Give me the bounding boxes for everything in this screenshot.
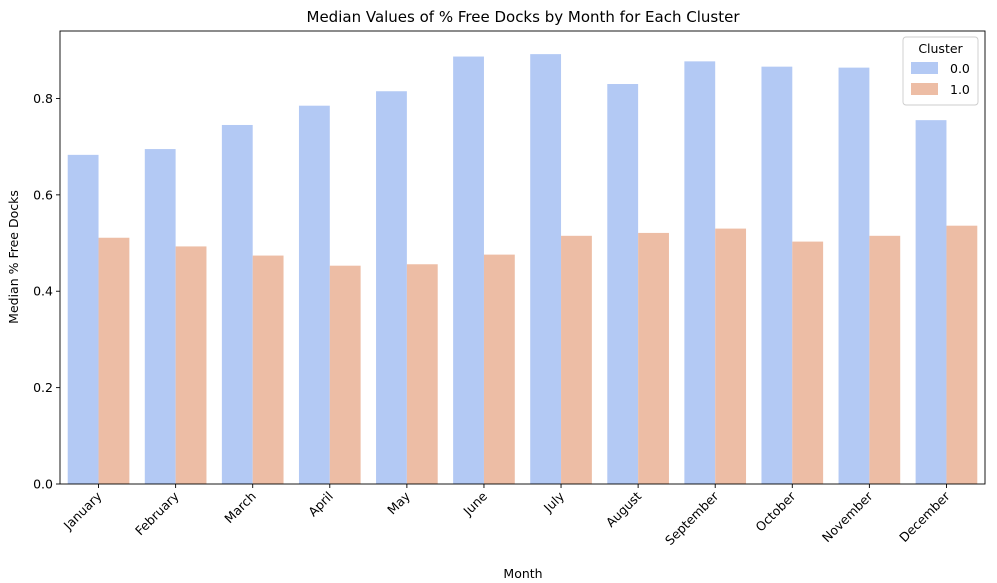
bar-march-cluster-1-0	[252, 255, 284, 484]
bar-june-cluster-0-0	[453, 56, 484, 484]
bar-november-cluster-1-0	[869, 235, 901, 484]
legend-swatch-cluster-0-0	[911, 62, 938, 74]
legend-title: Cluster	[918, 41, 963, 56]
bar-may-cluster-1-0	[406, 264, 438, 484]
x-tick-label: December	[896, 488, 953, 545]
bar-july-cluster-1-0	[561, 235, 592, 484]
bar-february-cluster-1-0	[175, 246, 207, 484]
bar-september-cluster-1-0	[715, 228, 747, 484]
bar-august-cluster-0-0	[607, 84, 639, 484]
x-tick-label: April	[305, 489, 336, 520]
bar-june-cluster-1-0	[483, 254, 515, 484]
bar-january-cluster-0-0	[67, 154, 99, 484]
legend-swatch-cluster-1-0	[911, 83, 938, 95]
chart-title: Median Values of % Free Docks by Month f…	[307, 8, 741, 26]
x-tick-label: July	[540, 488, 568, 516]
y-tick-label: 0.0	[33, 477, 53, 492]
x-tick-label: October	[752, 488, 799, 535]
legend: Cluster 0.0 1.0	[902, 36, 979, 106]
bar-november-cluster-0-0	[838, 67, 870, 484]
bar-january-cluster-1-0	[98, 237, 130, 484]
bar-december-cluster-0-0	[915, 120, 947, 485]
bar-february-cluster-0-0	[144, 149, 176, 484]
bar-july-cluster-0-0	[530, 54, 562, 484]
x-tick-label: March	[221, 489, 259, 527]
legend-label-cluster-1-0: 1.0	[950, 82, 970, 97]
bar-august-cluster-1-0	[638, 232, 669, 484]
x-tick-label: September	[662, 488, 722, 548]
bar-may-cluster-0-0	[376, 91, 407, 485]
bar-october-cluster-0-0	[761, 66, 793, 484]
bar-december-cluster-1-0	[946, 225, 978, 484]
bar-april-cluster-0-0	[298, 105, 330, 484]
x-tick-label: January	[60, 488, 105, 533]
x-tick-label: May	[384, 488, 413, 517]
plot-frame	[59, 30, 986, 485]
legend-label-cluster-0-0: 0.0	[950, 61, 970, 76]
x-tick-label: August	[603, 488, 645, 530]
bar-april-cluster-1-0	[329, 265, 361, 484]
x-tick-label: June	[460, 488, 491, 519]
x-tick-label: November	[819, 488, 876, 545]
bar-september-cluster-0-0	[684, 61, 716, 485]
y-tick-label: 0.6	[33, 187, 53, 202]
y-tick-label: 0.4	[33, 284, 53, 299]
plot-area: 0.0 0.2 0.4 0.6 0.8 January February March April…	[33, 30, 986, 548]
y-tick-label: 0.2	[33, 380, 53, 395]
y-tick-label: 0.8	[33, 91, 53, 106]
bar-october-cluster-1-0	[792, 241, 824, 484]
bar-march-cluster-0-0	[221, 124, 253, 484]
x-tick-label: February	[132, 488, 182, 538]
x-axis-label: Month	[503, 566, 542, 581]
y-axis-label: Median % Free Docks	[6, 190, 21, 324]
